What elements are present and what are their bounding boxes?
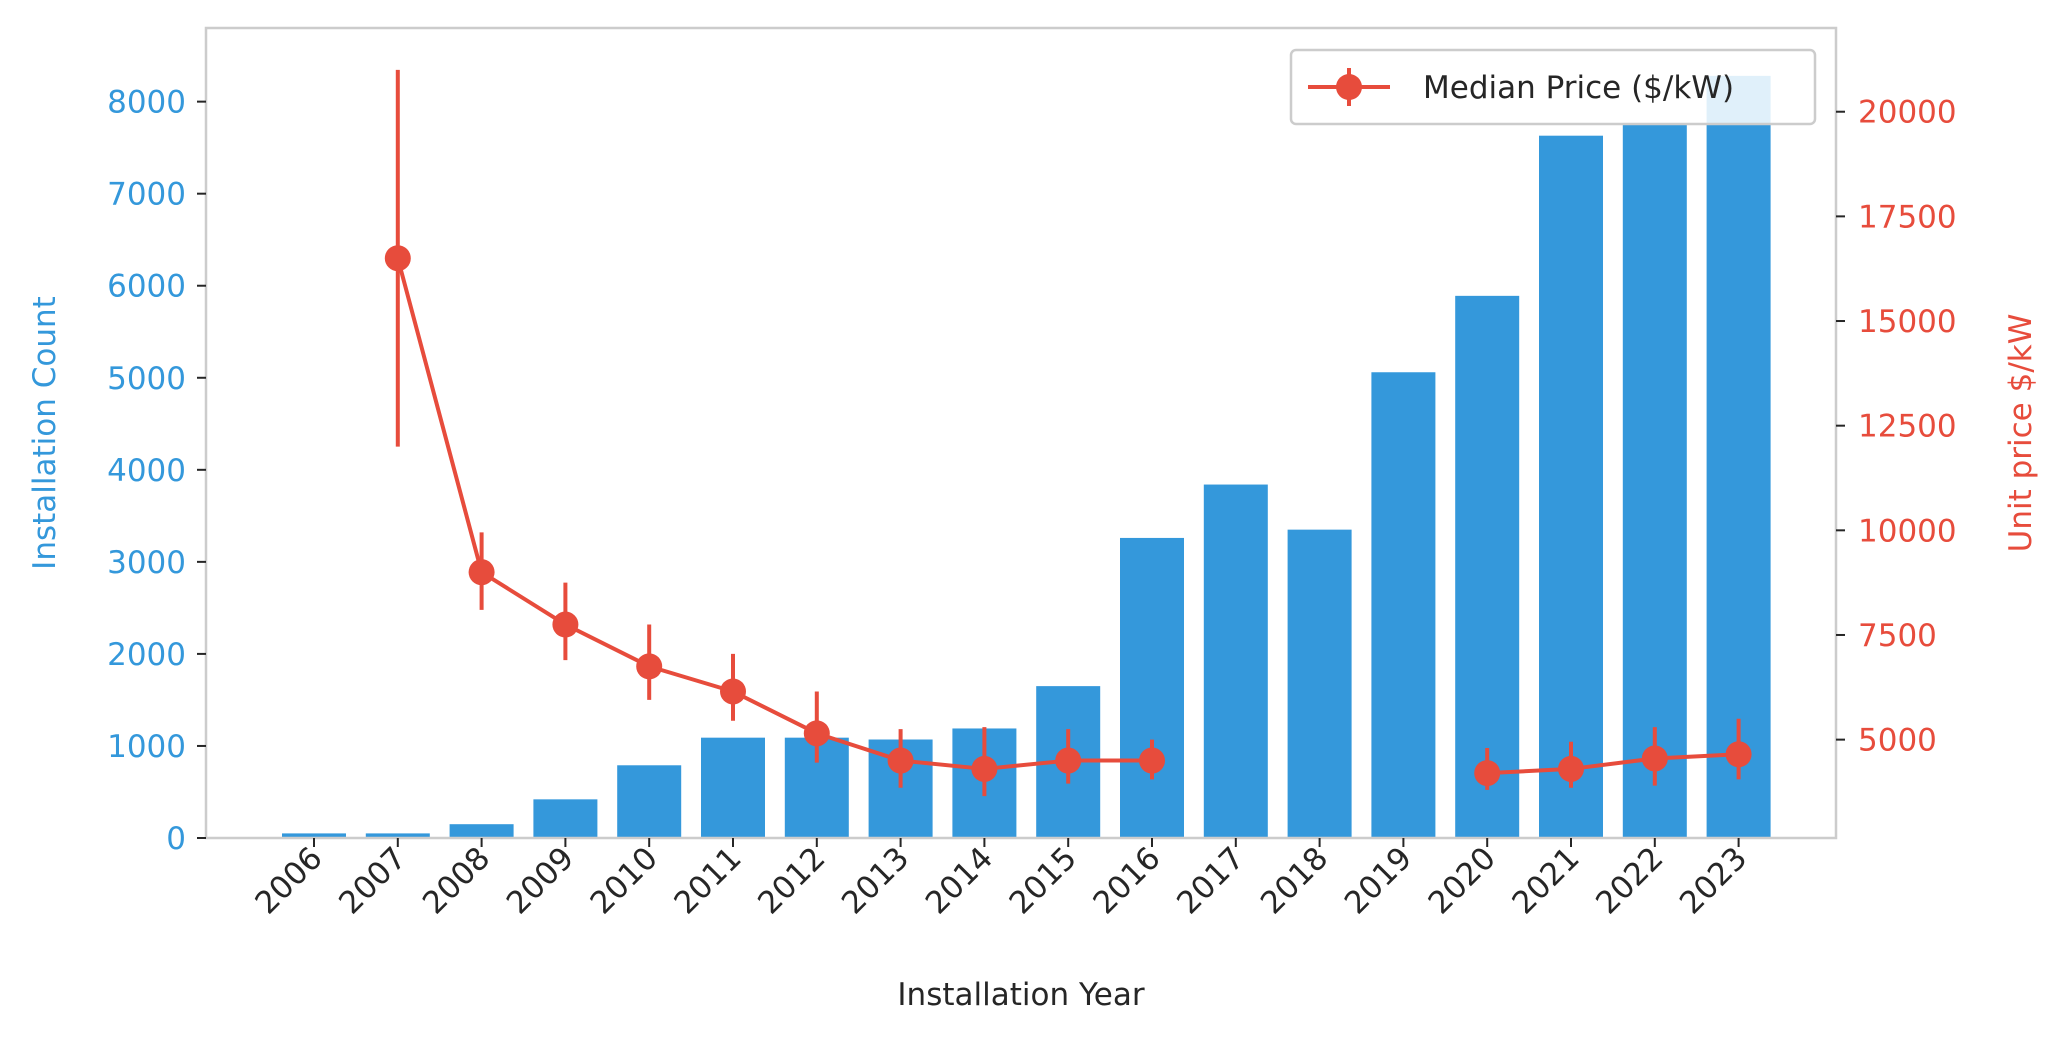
price-point-2007 <box>384 245 411 272</box>
price-point-2020 <box>1474 760 1501 787</box>
x-tick-label-2016: 2016 <box>1086 840 1167 921</box>
left-tick-label-1000: 1000 <box>107 729 186 765</box>
price-line-layer <box>384 69 1752 797</box>
bar-2006 <box>282 833 346 838</box>
price-point-2016 <box>1139 747 1165 774</box>
x-tick-label-2021: 2021 <box>1505 840 1586 921</box>
x-tick-label-2020: 2020 <box>1422 840 1503 921</box>
price-point-2022 <box>1641 745 1668 772</box>
bar-2016 <box>1120 537 1184 838</box>
legend-box <box>1289 48 1817 126</box>
left-tick-label-3000: 3000 <box>107 545 186 581</box>
x-tick-label-2008: 2008 <box>416 840 497 921</box>
x-tick-label-2014: 2014 <box>919 840 1000 921</box>
bars-layer <box>282 75 1771 838</box>
left-axis: 0 1000 2000 3000 4000 5000 6000 7000 8000 <box>107 85 206 857</box>
bar-2011 <box>701 737 765 838</box>
x-axis: 2006 2007 2008 2009 2010 2011 2012 2013 2014 2015… <box>248 838 1754 921</box>
y-axis-left-label: Installation Count <box>27 296 63 570</box>
x-axis-label: Installation Year <box>897 977 1144 1013</box>
plot-frame <box>204 26 1838 840</box>
bar-2008 <box>449 824 514 838</box>
right-tick-label-12500: 12500 <box>1858 409 1957 445</box>
bar-2021 <box>1539 135 1603 838</box>
x-tick-label-2010: 2010 <box>584 840 665 921</box>
price-point-2010 <box>636 653 663 680</box>
x-tick-label-2012: 2012 <box>751 840 832 921</box>
right-tick-label-7500: 7500 <box>1858 618 1937 654</box>
left-tick-label-2000: 2000 <box>107 637 186 673</box>
x-tick-label-2015: 2015 <box>1003 840 1084 921</box>
right-axis: 5000 7500 10000 12500 15000 17500 20000 <box>1836 95 1957 759</box>
left-tick-label-7000: 7000 <box>107 177 186 213</box>
bar-2023 <box>1706 75 1771 838</box>
price-point-2013 <box>887 747 914 774</box>
right-tick-label-10000: 10000 <box>1858 513 1957 549</box>
x-tick-label-2018: 2018 <box>1254 840 1335 921</box>
bar-2019 <box>1371 372 1436 838</box>
legend: Median Price ($/kW) <box>1289 48 1817 126</box>
bar-2022 <box>1622 123 1687 838</box>
price-point-2012 <box>803 720 830 747</box>
left-tick-label-8000: 8000 <box>107 85 186 121</box>
right-tick-label-20000: 20000 <box>1858 95 1957 131</box>
bar-2017 <box>1203 484 1268 838</box>
x-tick-label-2022: 2022 <box>1589 840 1670 921</box>
price-point-2011 <box>720 678 746 705</box>
bar-2018 <box>1287 529 1352 838</box>
left-tick-label-5000: 5000 <box>107 361 186 397</box>
legend-entry-median-price: Median Price ($/kW) <box>1423 70 1734 106</box>
x-tick-label-2009: 2009 <box>500 840 581 921</box>
left-tick-label-6000: 6000 <box>107 269 186 305</box>
x-tick-label-2013: 2013 <box>835 840 916 921</box>
price-point-2023 <box>1725 741 1752 768</box>
x-tick-label-2007: 2007 <box>332 840 413 921</box>
price-line-segment-2 <box>1487 752 1739 776</box>
x-tick-label-2006: 2006 <box>248 840 329 921</box>
price-point-2008 <box>468 559 495 586</box>
price-point-2014 <box>971 755 998 782</box>
left-tick-label-0: 0 <box>166 821 186 857</box>
x-tick-label-2019: 2019 <box>1338 840 1419 921</box>
price-point-2015 <box>1055 747 1082 774</box>
bar-2020 <box>1455 295 1520 838</box>
right-tick-label-5000: 5000 <box>1858 723 1937 759</box>
bar-2007 <box>365 833 430 838</box>
left-tick-label-4000: 4000 <box>107 453 186 489</box>
x-tick-label-2017: 2017 <box>1170 840 1251 921</box>
y-axis-right-label: Unit price $/kW <box>2003 314 2039 553</box>
x-tick-label-2023: 2023 <box>1673 840 1754 921</box>
price-point-2009 <box>552 611 579 638</box>
price-line-segment-1 <box>395 257 1152 771</box>
price-point-2021 <box>1558 755 1584 782</box>
right-tick-label-17500: 17500 <box>1858 199 1957 235</box>
bar-2010 <box>617 765 682 838</box>
bar-2009 <box>533 799 598 838</box>
legend-marker-swatch <box>1336 74 1362 100</box>
right-tick-label-15000: 15000 <box>1858 304 1957 340</box>
x-tick-label-2011: 2011 <box>667 840 748 921</box>
